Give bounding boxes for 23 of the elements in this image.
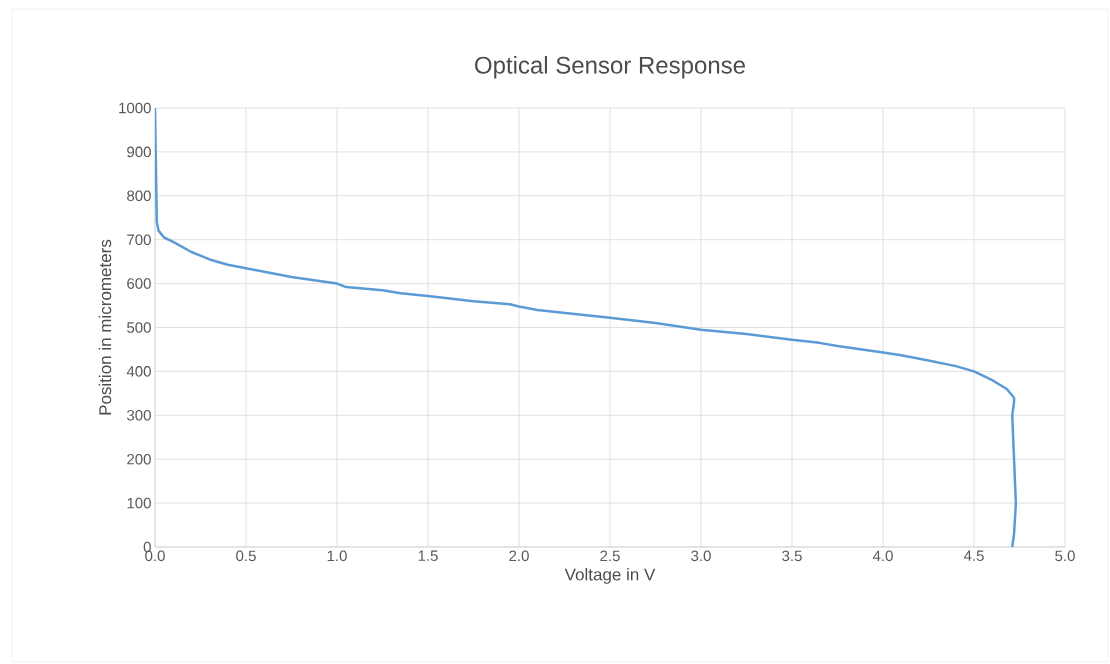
y-tick-label: 100 bbox=[127, 497, 151, 509]
x-tick-label: 4.0 bbox=[872, 550, 893, 562]
y-tick-label: 600 bbox=[127, 278, 151, 289]
y-tick-label: 200 bbox=[127, 453, 151, 465]
x-tick-label: 4.5 bbox=[963, 550, 984, 561]
x-axis-title: Voltage in V bbox=[564, 568, 656, 584]
y-tick-label: 400 bbox=[126, 366, 151, 377]
x-tick-label: 1.5 bbox=[418, 550, 438, 561]
y-tick-label: 800 bbox=[127, 190, 151, 202]
y-tick-label: 300 bbox=[127, 409, 151, 421]
x-tick-label: 1.0 bbox=[327, 550, 347, 562]
x-tick-label: 0.5 bbox=[236, 550, 256, 562]
x-tick-label: 3.0 bbox=[691, 550, 711, 562]
x-tick-label: 5.0 bbox=[1055, 550, 1075, 562]
x-tick-label: 2.0 bbox=[509, 550, 529, 562]
x-tick-label: 2.5 bbox=[600, 550, 620, 562]
chart-title: Optical Sensor Response bbox=[475, 56, 745, 79]
y-tick-label: 1000 bbox=[119, 102, 151, 114]
y-tick-label: 900 bbox=[127, 146, 151, 158]
y-tick-label: 700 bbox=[127, 234, 151, 245]
x-tick-label: 3.5 bbox=[782, 550, 802, 562]
y-axis-title: Position in micrometers bbox=[98, 239, 112, 415]
y-tick-label: 500 bbox=[127, 322, 151, 333]
